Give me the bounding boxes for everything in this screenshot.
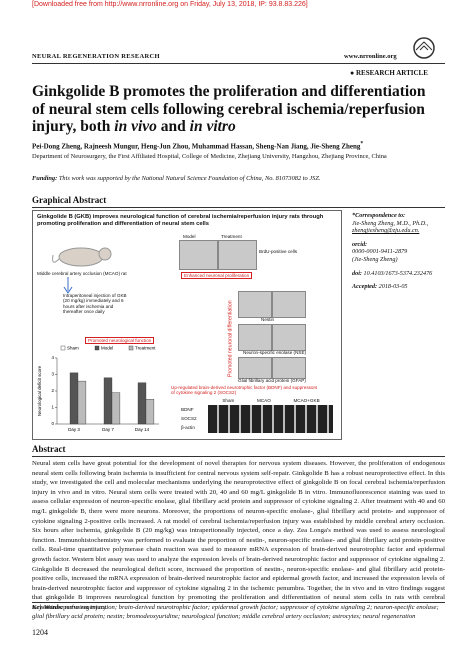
ga-label: Up-regulated brain-derived neurotrophic … [171, 385, 318, 396]
ga-label: Promoted neurological function [85, 337, 155, 345]
sidebar: *Correspondence to: Jie-Sheng Zheng, M.D… [352, 212, 446, 291]
ga-label: Promoted neuronal differentiation [227, 300, 234, 378]
micrograph [272, 291, 306, 318]
article-type: RESEARCH ARTICLE [355, 69, 428, 77]
funding-label: Funding: [32, 175, 58, 182]
micrograph [238, 357, 272, 379]
sidebar-label: *Correspondence to: [352, 212, 406, 219]
website: www.nrronline.org [344, 53, 397, 60]
sidebar-text: Jie-Sheng Zheng, M.D., Ph.D., [352, 219, 429, 227]
sidebar-email: zhengjiesheng@zju.edu.cn. [352, 227, 420, 235]
sidebar-text: 0000-0001-9411-2879 [352, 248, 408, 256]
blot-group: Sham [222, 398, 235, 403]
micrograph [238, 324, 272, 351]
blot-label: β-actin [181, 425, 195, 430]
micrograph [272, 324, 306, 351]
sidebar-label: orcid: [352, 240, 368, 248]
western-blot [208, 405, 333, 433]
funding: Funding: This work was supported by the … [32, 175, 321, 182]
sidebar-text: (Jie-Sheng Zheng) [352, 255, 398, 263]
rat-illustration [52, 247, 112, 267]
sidebar-text: 10.4103/1673-5374.232476 [363, 269, 433, 277]
graphical-abstract: Ginkgolide B (GKB) improves neurological… [32, 210, 342, 440]
authors-row: Pei-Dong Zheng, Rajneesh Mungur, Heng-Ju… [32, 141, 363, 150]
title-part: Ginkgolide B promotes the proliferation … [32, 83, 426, 135]
y-tick-label: 2 [51, 388, 54, 393]
author-mark: * [360, 141, 364, 147]
y-tick-label: 1 [51, 405, 54, 410]
legend-label: Sham [67, 346, 79, 351]
ga-label: Enhanced neuronal proliferation [181, 272, 253, 280]
y-tick-label: 3 [51, 372, 54, 377]
blot-label: SOCS2 [181, 416, 197, 421]
micrograph [238, 291, 272, 318]
affiliation: Department of Neurosurgery, the First Af… [32, 153, 387, 160]
title-part: in vivo [114, 118, 157, 135]
rule [32, 63, 445, 64]
ga-label: Treatment [221, 234, 242, 239]
title-part: in vitro [189, 118, 236, 135]
x-tick-label: Day 7 [102, 427, 114, 432]
rule [32, 602, 445, 603]
ga-label: Middle cerebral artery occlusion (MCAO) … [37, 271, 127, 276]
sidebar-label: Accepted: [352, 283, 378, 291]
blot-label: BDNF [181, 407, 194, 412]
rule [32, 207, 445, 208]
ga-label: Intraperitoneal injection of GKB (20 mg/… [63, 293, 127, 315]
x-tick-label: Day 3 [68, 427, 80, 432]
micrograph [272, 357, 306, 379]
journal-name: NEURAL REGENERATION RESEARCH [32, 53, 160, 60]
legend-label: Model [101, 346, 113, 351]
blot-group: MCAO+GKB [293, 398, 320, 403]
page-number: 1204 [32, 628, 48, 637]
ga-label: Model [183, 234, 196, 239]
bar [77, 380, 87, 425]
sidebar-text: 2018-03-05 [378, 283, 408, 291]
blot-group: MCAO [257, 398, 271, 403]
bar [69, 372, 79, 425]
legend-label: Treatment [135, 346, 156, 351]
abstract-text: Neural stem cells have great potential f… [32, 460, 445, 611]
micrograph [218, 240, 257, 270]
sidebar-label: doi: [352, 269, 362, 277]
y-axis-label: Neurological deficit score [37, 365, 42, 416]
bar [137, 382, 147, 425]
ga-label: Nestin [261, 317, 275, 322]
section-heading: Graphical Abstract [32, 195, 107, 205]
bar-chart: Neurological deficit score 0 1 2 3 4 Sham Model… [37, 345, 159, 432]
ga-label: Neuron-specific enolase (NSE) [243, 350, 307, 355]
keywords-label: Key Words: [32, 604, 64, 611]
blot-groups: Sham MCAO MCAO+GKB [211, 398, 331, 403]
ga-title: Ginkgolide B (GKB) improves neurological… [37, 214, 324, 227]
micrograph [179, 240, 218, 270]
title: Ginkgolide B promotes the proliferation … [32, 83, 442, 136]
logo [413, 37, 435, 59]
download-note: [Downloaded free from http://www.nrronli… [32, 1, 308, 8]
bar [111, 392, 121, 425]
article-type-row: ● RESEARCH ARTICLE [350, 69, 428, 77]
rule [32, 456, 445, 457]
y-tick-label: 0 [51, 421, 54, 426]
bar [145, 399, 155, 425]
keywords-text: nerve regeneration; brain-derived neurot… [32, 604, 439, 620]
legend-swatch [94, 345, 100, 351]
title-part: and [156, 118, 190, 135]
authors: Pei-Dong Zheng, Rajneesh Mungur, Heng-Ju… [32, 142, 361, 151]
x-tick-label: Day 14 [135, 427, 150, 432]
y-tick-label: 4 [51, 355, 54, 360]
funding-text: This work was supported by the National … [58, 175, 321, 182]
arrow [63, 277, 73, 294]
section-heading: Abstract [32, 444, 66, 454]
legend-swatch [128, 345, 134, 351]
keywords: Key Words: nerve regeneration; brain-der… [32, 604, 445, 621]
ga-label: Glial fibrillary acid protein (GFAP) [238, 378, 306, 383]
legend-swatch [60, 345, 66, 351]
ga-label: BrdU-positive cells [259, 249, 298, 254]
bar [103, 377, 113, 425]
